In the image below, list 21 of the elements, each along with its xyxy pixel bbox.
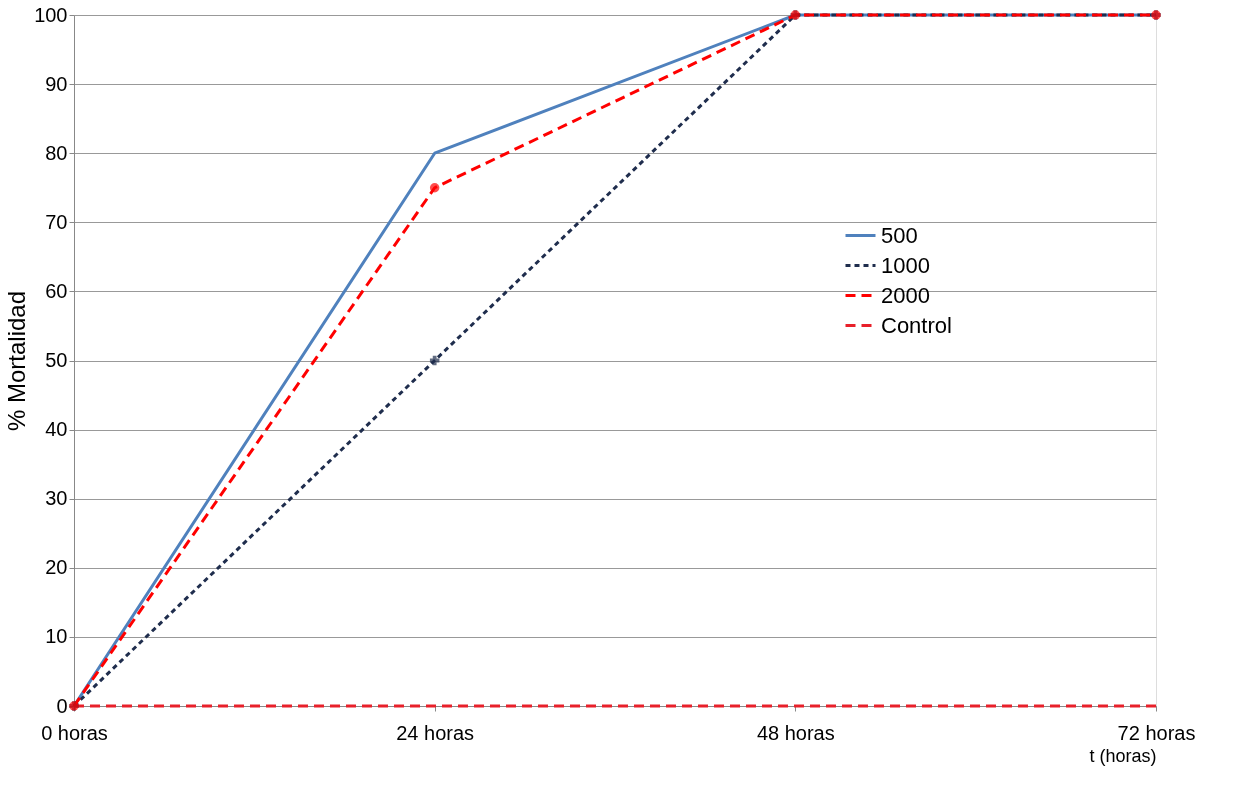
y-tick-label: 60 xyxy=(45,279,68,302)
legend-label: 2000 xyxy=(881,282,930,308)
y-tick-label: 90 xyxy=(45,72,68,95)
x-tick-label: 0 horas xyxy=(41,721,108,744)
x-tick-label: 72 horas xyxy=(1117,721,1196,744)
y-tick-label: 30 xyxy=(45,487,68,510)
y-axis-title: % Mortalidad xyxy=(3,290,31,432)
y-tick-label: 40 xyxy=(45,418,68,441)
x-tick-label: 48 horas xyxy=(756,721,835,744)
y-tick-label: 100 xyxy=(34,3,68,26)
x-tick-label: 24 horas xyxy=(396,721,475,744)
y-tick-label: 10 xyxy=(45,625,68,648)
y-tick-label: 80 xyxy=(45,141,68,164)
legend-label: 1000 xyxy=(881,252,930,278)
legend-label: 500 xyxy=(881,222,918,248)
legend-label: Control xyxy=(881,312,952,338)
y-tick-label: 50 xyxy=(45,349,68,371)
y-tick-label: 0 xyxy=(56,694,68,717)
x-axis-title: t (horas) xyxy=(1089,745,1157,766)
y-tick-label: 20 xyxy=(45,556,68,579)
y-tick-label: 70 xyxy=(45,210,68,233)
